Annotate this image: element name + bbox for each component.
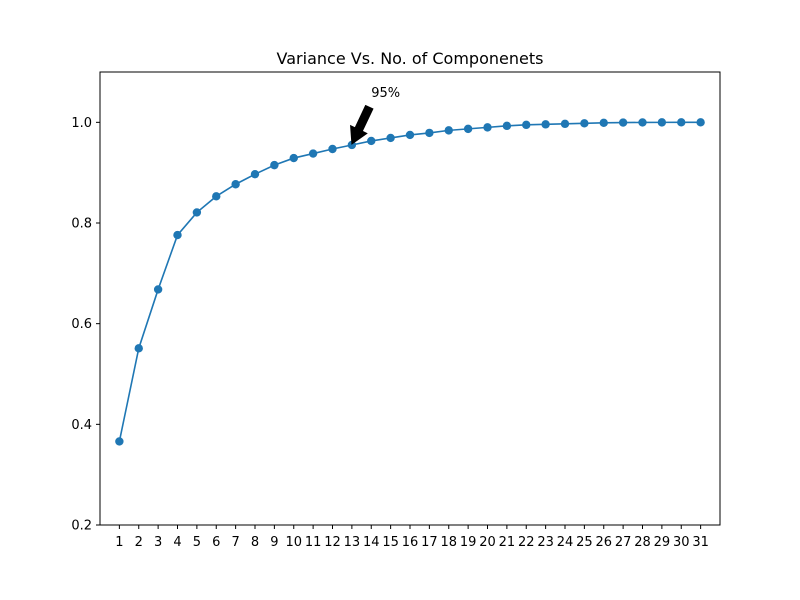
- data-point: [657, 118, 667, 127]
- data-point: [367, 136, 376, 146]
- data-point: [308, 149, 318, 158]
- data-point: [134, 344, 143, 353]
- data-point: [153, 285, 163, 294]
- data-point: [463, 124, 473, 134]
- data-point: [638, 118, 647, 127]
- data-point: [386, 133, 395, 143]
- x-tick-label: 23: [537, 535, 554, 550]
- data-point: [696, 118, 705, 127]
- data-point: [115, 437, 124, 446]
- annotation-arrow: [350, 104, 374, 145]
- x-tick-label: 15: [382, 535, 399, 550]
- x-tick-label: 31: [692, 535, 709, 550]
- x-tick-label: 26: [595, 535, 612, 550]
- data-point: [580, 119, 589, 128]
- y-tick-label: 0.6: [71, 317, 92, 332]
- data-point: [212, 192, 221, 201]
- x-tick-label: 12: [324, 535, 341, 550]
- x-tick-label: 11: [305, 535, 322, 550]
- y-tick-label: 1.0: [71, 116, 92, 131]
- data-point: [522, 120, 531, 130]
- data-point: [405, 130, 415, 140]
- x-tick-label: 19: [460, 535, 477, 550]
- x-tick-label: 7: [231, 535, 239, 550]
- x-tick-label: 14: [363, 535, 380, 550]
- x-tick-label: 3: [154, 535, 162, 550]
- data-point: [483, 123, 492, 132]
- x-tick-label: 16: [402, 535, 419, 550]
- x-tick-label: 1: [115, 535, 123, 550]
- x-tick-label: 2: [135, 535, 143, 550]
- axes-frame: [99, 71, 721, 526]
- data-point: [677, 118, 686, 127]
- x-tick-label: 24: [557, 535, 574, 550]
- x-tick-label: 9: [270, 535, 278, 550]
- chart-title: Variance Vs. No. of Componenets: [277, 49, 544, 68]
- data-point: [328, 144, 337, 154]
- data-point: [231, 180, 240, 189]
- data-point: [425, 128, 434, 138]
- data-point: [618, 118, 628, 127]
- x-tick-label: 30: [673, 535, 690, 550]
- plot-area: 0.20.40.60.81.01 2 3 4 5 6 7 8 9 10 11 12 13 14 15 16 17…: [71, 86, 709, 550]
- data-point: [289, 153, 298, 163]
- x-tick-label: 22: [518, 535, 535, 550]
- data-point: [173, 230, 182, 240]
- x-tick-label: 29: [654, 535, 671, 550]
- y-tick-label: 0.4: [71, 418, 92, 433]
- x-tick-label: 8: [251, 535, 259, 550]
- x-tick-label: 17: [421, 535, 438, 550]
- data-point: [541, 120, 550, 129]
- x-tick-label: 25: [576, 535, 593, 550]
- data-point: [270, 160, 279, 170]
- x-tick-label: 20: [479, 535, 496, 550]
- x-tick-label: 4: [173, 535, 181, 550]
- data-point: [250, 169, 260, 179]
- x-tick-label: 10: [285, 535, 302, 550]
- data-point: [502, 121, 512, 131]
- x-tick-label: 28: [634, 535, 651, 550]
- x-tick-label: 18: [440, 535, 457, 550]
- x-tick-label: 5: [193, 535, 201, 550]
- data-point: [560, 119, 570, 129]
- data-point: [444, 126, 453, 135]
- y-tick-label: 0.2: [71, 519, 92, 534]
- x-tick-label: 13: [344, 535, 361, 550]
- x-tick-label: 27: [615, 535, 632, 550]
- x-tick-label: 6: [212, 535, 220, 550]
- annotation-label: 95%: [371, 86, 400, 101]
- data-point: [599, 118, 608, 128]
- y-tick-label: 0.8: [71, 217, 92, 232]
- data-point: [192, 208, 202, 217]
- x-tick-label: 21: [499, 535, 516, 550]
